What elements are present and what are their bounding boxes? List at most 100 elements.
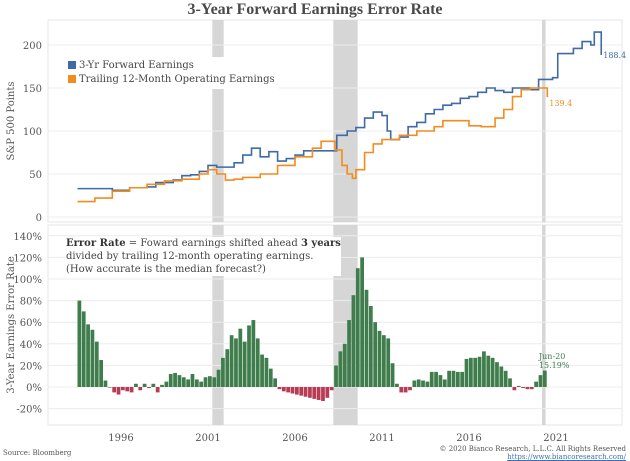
series-line-forward	[77, 31, 603, 192]
error-rate-bar	[342, 343, 347, 387]
error-rate-bar	[295, 387, 299, 395]
y-tick-label: 80%	[20, 297, 42, 308]
last-value-date: Jun-20	[538, 352, 565, 361]
legend-label: 3-Yr Forward Earnings	[79, 60, 194, 71]
error-rate-bar	[303, 387, 308, 397]
error-rate-bar	[138, 387, 143, 391]
error-rate-bar	[286, 387, 291, 393]
annotation-text: divided by trailing 12-month operating e…	[66, 251, 314, 262]
error-rate-bar	[121, 387, 125, 391]
error-rate-bar	[386, 338, 391, 387]
error-rate-bar	[464, 358, 469, 387]
y-tick-label: 120%	[13, 253, 42, 264]
annotation-bold: 3 years	[300, 238, 341, 249]
error-rate-bar	[503, 370, 508, 387]
error-rate-bar	[508, 378, 512, 387]
legend-label: Trailing 12-Month Operating Earnings	[79, 74, 275, 85]
error-rate-bar	[168, 374, 173, 387]
y-tick-label: 200	[23, 41, 42, 52]
x-tick-label: 2021	[543, 433, 568, 444]
error-rate-bar	[455, 371, 460, 387]
error-rate-bar	[255, 338, 260, 387]
error-rate-bar	[221, 357, 225, 387]
chart-title: 3-Year Forward Earnings Error Rate	[187, 1, 443, 18]
error-rate-bar	[516, 385, 521, 387]
error-rate-bar	[225, 349, 230, 387]
error-rate-bar	[334, 365, 338, 387]
error-rate-bar	[186, 379, 190, 387]
error-rate-bar	[281, 387, 286, 392]
error-rate-bar	[107, 387, 112, 388]
error-rate-bar	[160, 384, 164, 387]
error-rate-bar	[329, 387, 334, 391]
error-rate-bar	[412, 380, 417, 387]
error-rate-bar	[403, 387, 408, 393]
error-rate-bar	[442, 379, 447, 387]
last-value: 15.19%	[539, 361, 570, 370]
y-tick-label: 150	[23, 84, 42, 95]
error-rate-bar	[447, 370, 451, 387]
error-rate-bar	[173, 372, 177, 387]
error-rate-bar	[99, 360, 103, 387]
x-tick-label: 2011	[369, 433, 394, 444]
error-rate-bar	[125, 387, 130, 392]
error-rate-bar	[194, 379, 199, 387]
error-rate-bar	[486, 355, 491, 387]
error-rate-bar	[181, 377, 186, 387]
error-rate-bar	[299, 387, 304, 396]
error-rate-bar	[429, 371, 434, 387]
error-rate-bar	[147, 387, 151, 389]
recession-band	[542, 20, 546, 222]
x-tick-label: 2006	[282, 433, 307, 444]
website-link[interactable]: https://www.biancoresearch.com/	[507, 453, 626, 461]
error-rate-bar	[251, 320, 256, 387]
error-rate-bar	[268, 368, 273, 387]
error-rate-bar	[208, 376, 212, 387]
error-rate-bar	[399, 387, 404, 393]
y-tick-label: 40%	[20, 340, 42, 351]
error-rate-bar	[190, 374, 195, 387]
error-rate-bar	[364, 289, 369, 387]
y-tick-label: 60%	[20, 318, 42, 329]
error-rate-bar	[538, 375, 543, 387]
error-rate-bar	[512, 387, 517, 391]
series-end-label: 188.4	[603, 51, 626, 60]
error-rate-bar	[521, 387, 525, 389]
error-rate-bar	[112, 387, 117, 393]
x-tick-label: 2016	[456, 433, 481, 444]
source-note: Source: Bloomberg	[3, 449, 72, 457]
error-rate-bar	[534, 381, 538, 387]
error-rate-bar	[542, 370, 547, 387]
y-tick-label: 100	[23, 127, 42, 138]
error-rate-bar	[308, 387, 312, 398]
series-line-trailing	[77, 87, 549, 203]
annotation-text: = Foward earnings shifted ahead	[125, 238, 301, 249]
legend-swatch-forward	[68, 61, 76, 69]
error-rate-annotation: Error Rate = Foward earnings shifted ahe…	[66, 237, 341, 276]
error-rate-bar	[438, 375, 443, 387]
error-rate-bar	[477, 356, 482, 387]
error-rate-bar	[495, 362, 499, 387]
legend: 3-Yr Forward Earnings Trailing 12-Month …	[64, 57, 279, 89]
error-rate-bar	[142, 383, 147, 387]
annotation-bold: Error Rate	[66, 238, 126, 249]
error-rate-bar	[347, 320, 351, 387]
error-rate-bar	[421, 380, 425, 387]
error-rate-bar	[94, 341, 99, 387]
error-rate-bar	[529, 387, 534, 390]
recession-band	[212, 20, 224, 222]
error-rate-bar	[277, 387, 282, 390]
error-rate-bar	[390, 363, 395, 387]
x-tick-label: 1996	[108, 433, 133, 444]
y-tick-label: 20%	[20, 361, 42, 372]
copyright: © 2020 Bianco Research, L.L.C. All Right…	[439, 445, 627, 453]
y-tick-label: 0	[36, 213, 42, 224]
legend-item-forward: 3-Yr Forward Earnings	[68, 59, 275, 73]
y-tick-label: 50	[29, 170, 42, 181]
error-rate-bar	[129, 387, 134, 393]
legend-swatch-trailing	[68, 75, 76, 83]
error-rate-bar	[416, 379, 421, 387]
recession-band	[212, 225, 224, 425]
recession-band	[333, 20, 358, 222]
error-rate-bar	[338, 351, 343, 387]
